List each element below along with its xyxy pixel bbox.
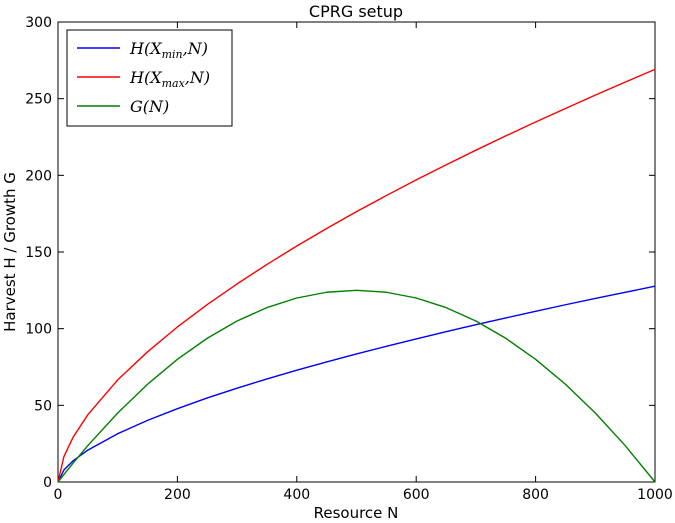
legend-entry-g: G(N)	[130, 97, 169, 116]
chart-title: CPRG setup	[309, 2, 403, 21]
legend-entry-h-max: H(Xmax,N)	[129, 68, 210, 90]
y-tick-label: 250	[25, 92, 52, 108]
series-line-0	[57, 285, 656, 483]
y-tick-label: 150	[25, 245, 52, 261]
x-tick-label: 200	[164, 487, 191, 503]
x-axis-label: Resource N	[314, 504, 399, 522]
axis-ticks: 0 200 400 600 800 1000 0 50 100 150 200 250 300	[25, 15, 673, 503]
series-line-2	[57, 289, 656, 483]
y-tick-label: 50	[34, 398, 52, 414]
y-axis-label: Harvest H / Growth G	[1, 172, 19, 332]
legend-box	[66, 29, 233, 127]
x-tick-label: 1000	[637, 487, 673, 503]
y-tick-label: 100	[25, 322, 52, 338]
y-tick-label: 0	[43, 475, 52, 491]
x-tick-label: 600	[403, 487, 430, 503]
legend: H(Xmin,N) H(Xmax,N) G(N)	[66, 29, 233, 127]
x-tick-label: 400	[283, 487, 310, 503]
series-lines	[57, 68, 656, 483]
x-tick-label: 0	[54, 487, 63, 503]
legend-entry-h-min: H(Xmin,N)	[129, 39, 208, 61]
y-tick-label: 200	[25, 168, 52, 184]
x-tick-label: 800	[522, 487, 549, 503]
y-tick-label: 300	[25, 15, 52, 31]
series-line-1	[57, 68, 656, 483]
